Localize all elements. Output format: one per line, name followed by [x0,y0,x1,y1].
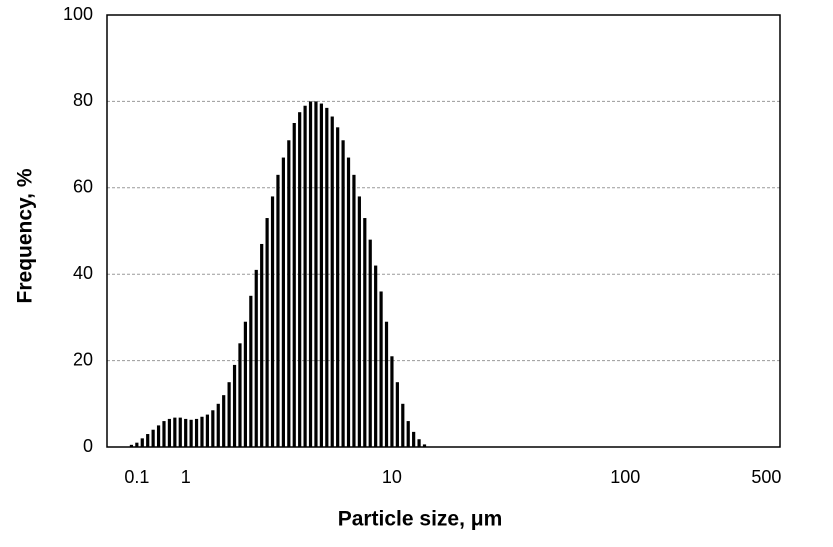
bar [265,218,269,447]
bar [368,239,372,447]
bar [341,140,345,447]
bar [412,431,416,447]
bar [298,112,302,447]
bar [314,101,318,448]
y-tick-label: 100 [63,4,93,24]
bar [363,218,367,447]
bar [243,321,247,447]
bar [232,364,237,447]
bar [276,174,280,447]
bar [205,414,210,447]
bar [417,439,421,447]
bar [238,343,242,447]
bar [211,410,215,447]
bar [390,356,394,447]
bar [194,418,199,447]
bar [254,269,258,447]
bar [336,127,340,447]
x-tick-label: 500 [751,467,781,487]
bar [379,291,383,447]
bar [374,265,378,447]
x-axis-title: Particle size, μm [338,508,503,531]
bar [173,417,177,447]
bar [319,103,323,447]
x-tick-label: 10 [382,467,402,487]
bar [140,438,144,447]
bar [303,105,307,447]
y-tick-label: 20 [73,349,93,369]
bar [292,123,296,447]
y-tick-label: 0 [83,436,93,456]
bar [249,295,253,447]
x-tick-label: 0.1 [124,467,149,487]
y-axis-title: Frequency, % [14,168,37,303]
bar [167,418,172,447]
bar [357,196,361,447]
bar [227,382,231,447]
bar [346,157,351,447]
bar [216,403,220,447]
bar [162,421,166,447]
plot-frame [106,14,781,448]
x-tick-label: 1 [181,467,191,487]
bar [184,418,188,447]
bar [401,403,405,447]
bar [352,174,356,447]
bar [129,444,134,447]
bar [406,421,410,447]
bar [135,442,139,447]
bar [178,417,182,447]
bar [308,101,313,448]
bar [325,107,329,447]
bar [422,444,427,447]
bar [200,416,204,447]
bar [287,140,291,447]
bar [281,157,285,447]
bar [189,419,193,447]
bar [151,429,155,447]
bar [156,425,161,447]
bar [330,116,334,448]
bar [395,382,399,447]
y-tick-label: 40 [73,263,93,283]
y-tick-label: 60 [73,177,93,197]
bar [384,321,389,447]
bar [222,395,226,447]
bar [260,243,264,447]
bar [270,196,275,447]
bar [146,434,150,447]
y-tick-label: 80 [73,90,93,110]
x-tick-label: 100 [610,467,640,487]
